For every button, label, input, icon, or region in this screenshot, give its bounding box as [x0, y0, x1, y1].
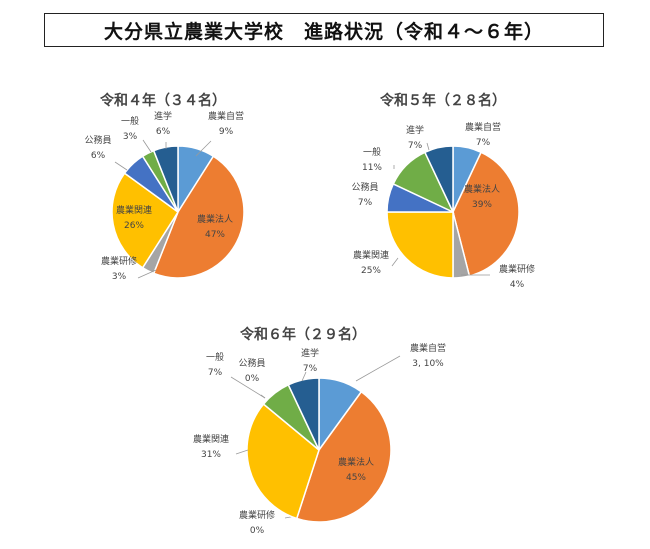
value-label: 47% — [204, 230, 225, 240]
value-label: 0% — [244, 374, 260, 384]
value-label: 3, 10% — [412, 359, 444, 369]
chart-title-r6: 令和６年（２９名） — [240, 327, 366, 343]
value-label: 11% — [361, 163, 382, 173]
data-label-1-6: 進学 7% — [385, 124, 445, 154]
category-name: 一般 — [120, 117, 139, 127]
data-label-2-0: 農業自営 3, 10% — [398, 342, 458, 372]
category-name: 農業関連 — [115, 206, 152, 216]
category-name: 農業研修 — [238, 511, 275, 521]
data-label-1-1: 農業法人 39% — [452, 183, 512, 213]
value-label: 31% — [200, 450, 221, 460]
data-label-2-5: 一般 7% — [185, 351, 245, 381]
pie-slice-2-6 — [287, 377, 320, 451]
category-name: 進学 — [405, 126, 424, 136]
value-label: 26% — [123, 221, 144, 231]
data-label-1-0: 農業自営 7% — [453, 121, 513, 151]
category-name: 農業自営 — [464, 123, 501, 133]
page-title: 大分県立農業大学校 進路状況（令和４～６年） — [44, 13, 604, 47]
category-name: 一般 — [205, 353, 224, 363]
data-label-0-6: 進学 6% — [133, 110, 193, 140]
data-label-0-4: 公務員 6% — [68, 134, 128, 164]
data-label-1-5: 一般 11% — [342, 146, 402, 176]
value-label: 0% — [249, 526, 265, 536]
leader-line-2-0 — [355, 355, 401, 382]
data-label-0-3: 農業関連 26% — [104, 204, 164, 234]
data-label-2-1: 農業法人 45% — [326, 456, 386, 486]
data-label-2-4: 公務員 0% — [222, 357, 282, 387]
category-name: 進学 — [153, 112, 172, 122]
leader-line-2-5 — [230, 376, 266, 399]
leader-line-1-6 — [426, 142, 430, 151]
value-label: 7% — [207, 368, 223, 378]
leader-line-0-5 — [142, 139, 152, 153]
data-label-2-3: 農業関連 31% — [181, 433, 241, 463]
leader-line-0-2 — [137, 269, 157, 279]
data-label-0-1: 農業法人 47% — [185, 213, 245, 243]
value-label: 9% — [218, 127, 234, 137]
value-label: 45% — [345, 473, 366, 483]
pie-slice-2-1 — [295, 390, 392, 523]
pie-slice-1-3 — [386, 211, 454, 279]
value-label: 6% — [155, 127, 171, 137]
category-name: 進学 — [300, 349, 319, 359]
leader-line-2-3 — [235, 449, 249, 455]
category-name: 公務員 — [351, 183, 379, 193]
value-label: 7% — [357, 198, 373, 208]
category-name: 農業関連 — [352, 251, 389, 261]
pie-slice-0-3 — [111, 172, 180, 269]
chart-title-r5: 令和５年（２８名） — [380, 93, 506, 109]
value-label: 3% — [122, 132, 138, 142]
leader-line-0-0 — [195, 140, 212, 157]
value-label: 7% — [475, 138, 491, 148]
category-name: 一般 — [362, 148, 381, 158]
data-label-2-6: 進学 7% — [280, 347, 340, 377]
category-name: 農業法人 — [337, 458, 374, 468]
leader-line-0-4 — [114, 161, 128, 171]
data-label-1-4: 公務員 7% — [335, 181, 395, 211]
category-name: 公務員 — [84, 136, 112, 146]
leader-line-1-3 — [391, 257, 399, 267]
category-name: 公務員 — [238, 359, 266, 369]
category-name: 農業法人 — [463, 185, 500, 195]
value-label: 7% — [407, 141, 423, 151]
category-name: 農業自営 — [409, 344, 446, 354]
pie-slice-1-6 — [423, 145, 454, 213]
data-label-1-3: 農業関連 25% — [341, 249, 401, 279]
category-name: 農業関連 — [192, 435, 229, 445]
value-label: 3% — [111, 272, 127, 282]
category-name: 農業研修 — [498, 265, 535, 275]
data-label-0-0: 農業自営 9% — [196, 110, 256, 140]
value-label: 7% — [302, 364, 318, 374]
pie-slice-1-1 — [452, 151, 520, 277]
category-name: 農業法人 — [196, 215, 233, 225]
pie-slice-2-3 — [246, 403, 320, 520]
value-label: 25% — [360, 266, 381, 276]
leader-line-2-6 — [301, 371, 307, 382]
value-label: 4% — [509, 280, 525, 290]
value-label: 6% — [90, 151, 106, 161]
pie-slice-0-1 — [152, 155, 245, 279]
data-label-0-5: 一般 3% — [100, 115, 160, 145]
data-label-2-2: 農業研修 0% — [227, 509, 287, 539]
category-name: 農業研修 — [100, 257, 137, 267]
chart-title-r4: 令和４年（３４名） — [100, 93, 226, 109]
data-label-1-2: 農業研修 4% — [487, 263, 547, 293]
category-name: 農業自営 — [207, 112, 244, 122]
value-label: 39% — [471, 200, 492, 210]
data-label-0-2: 農業研修 3% — [89, 255, 149, 285]
